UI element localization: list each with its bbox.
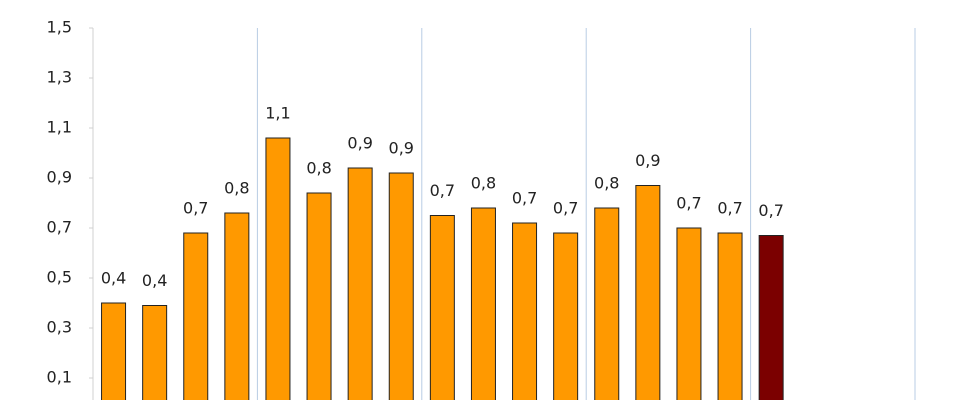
y-tick-label: 0,5: [47, 268, 72, 287]
value-label: 0,9: [635, 151, 660, 170]
bar: [429, 215, 455, 400]
bar: [101, 302, 127, 400]
bar: [347, 167, 373, 400]
bar: [306, 192, 332, 400]
y-tick-label: 1,3: [47, 68, 72, 87]
bar: [265, 137, 291, 400]
bar: [635, 185, 661, 400]
value-label: 0,7: [512, 189, 537, 208]
value-label: 0,7: [717, 199, 742, 218]
value-label: 0,9: [389, 139, 414, 158]
bar: [717, 232, 743, 400]
bar: [183, 232, 209, 400]
value-label: 0,4: [142, 271, 167, 290]
bar: [388, 172, 414, 400]
value-label: 0,7: [553, 199, 578, 218]
y-tick-label: 0,3: [47, 318, 72, 337]
value-label: 0,8: [224, 179, 249, 198]
bar: [512, 222, 538, 400]
value-label: 0,7: [676, 194, 701, 213]
value-label: 0,8: [471, 174, 496, 193]
bar: [142, 305, 168, 400]
bar: [758, 235, 784, 400]
bar: [224, 212, 250, 400]
y-tick-label: 0,1: [47, 368, 72, 387]
value-label: 0,4: [101, 269, 126, 288]
value-label: 0,7: [183, 199, 208, 218]
value-label: 0,7: [758, 201, 783, 220]
y-tick-label: 0,7: [47, 218, 72, 237]
value-label: 0,8: [594, 174, 619, 193]
value-label: 1,1: [265, 104, 290, 123]
bar: [553, 232, 579, 400]
y-tick-label: 0,9: [47, 168, 72, 187]
value-label: 0,8: [306, 159, 331, 178]
value-label: 0,7: [430, 181, 455, 200]
y-tick-label: 1,5: [47, 18, 72, 37]
bar: [594, 207, 620, 400]
y-tick-label: 1,1: [47, 118, 72, 137]
bar: [676, 227, 702, 400]
bar: [470, 207, 496, 400]
value-label: 0,9: [347, 134, 372, 153]
